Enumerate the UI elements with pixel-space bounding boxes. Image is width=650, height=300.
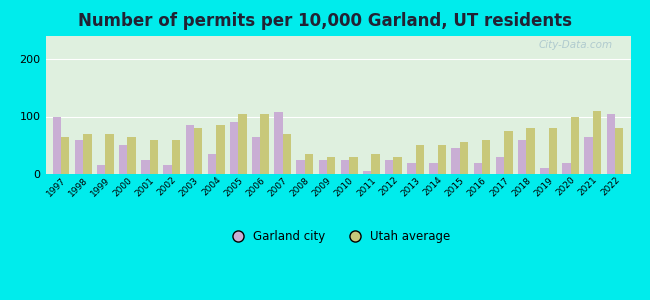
Bar bbox=[341, 160, 349, 174]
Bar bbox=[296, 160, 305, 174]
Bar bbox=[305, 154, 313, 174]
Bar bbox=[261, 114, 269, 174]
Bar bbox=[318, 160, 327, 174]
Bar bbox=[163, 165, 172, 174]
Bar bbox=[518, 140, 527, 174]
Bar bbox=[437, 145, 446, 174]
Bar bbox=[482, 140, 491, 174]
Bar bbox=[407, 163, 415, 174]
Bar bbox=[504, 131, 513, 174]
Bar bbox=[105, 134, 114, 174]
Text: City-Data.com: City-Data.com bbox=[539, 40, 613, 50]
Bar bbox=[460, 142, 468, 174]
Bar bbox=[194, 128, 202, 174]
Bar bbox=[239, 114, 247, 174]
Bar bbox=[75, 140, 83, 174]
Bar bbox=[283, 134, 291, 174]
Bar bbox=[562, 163, 571, 174]
Text: Number of permits per 10,000 Garland, UT residents: Number of permits per 10,000 Garland, UT… bbox=[78, 12, 572, 30]
Bar bbox=[593, 111, 601, 174]
Bar bbox=[97, 165, 105, 174]
Bar bbox=[584, 136, 593, 174]
Bar bbox=[230, 122, 239, 174]
Bar bbox=[216, 125, 224, 174]
Bar bbox=[371, 154, 380, 174]
Bar bbox=[252, 136, 261, 174]
Bar bbox=[349, 157, 358, 174]
Legend: Garland city, Utah average: Garland city, Utah average bbox=[221, 226, 455, 248]
Bar bbox=[127, 136, 136, 174]
Bar bbox=[185, 125, 194, 174]
Bar bbox=[606, 114, 615, 174]
Bar bbox=[327, 157, 335, 174]
Bar bbox=[141, 160, 150, 174]
Bar bbox=[571, 116, 579, 174]
Bar bbox=[53, 116, 61, 174]
Bar bbox=[363, 171, 371, 174]
Bar bbox=[496, 157, 504, 174]
Bar bbox=[393, 157, 402, 174]
Bar bbox=[429, 163, 437, 174]
Bar bbox=[150, 140, 158, 174]
Bar bbox=[61, 136, 70, 174]
Bar bbox=[385, 160, 393, 174]
Bar bbox=[208, 154, 216, 174]
Bar bbox=[526, 128, 535, 174]
Bar bbox=[172, 140, 180, 174]
Bar bbox=[452, 148, 460, 174]
Bar bbox=[119, 145, 127, 174]
Bar bbox=[540, 168, 549, 174]
Bar bbox=[615, 128, 623, 174]
Bar bbox=[415, 145, 424, 174]
Bar bbox=[549, 128, 557, 174]
Bar bbox=[274, 112, 283, 174]
Bar bbox=[83, 134, 92, 174]
Bar bbox=[474, 163, 482, 174]
